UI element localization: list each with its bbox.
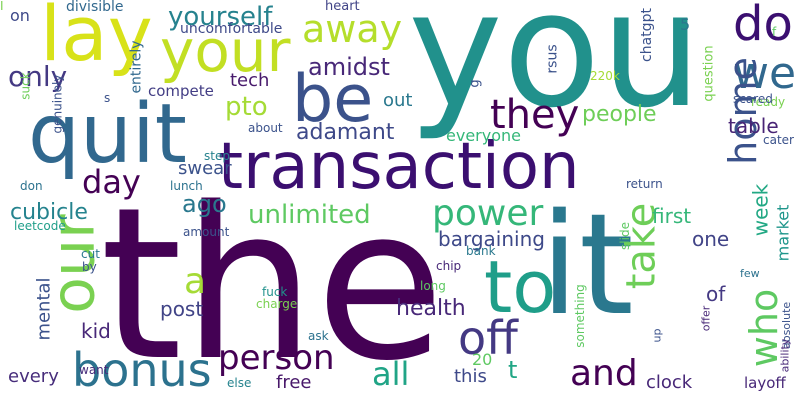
word-rsus: rsus <box>544 44 561 74</box>
word-every: every <box>8 366 59 387</box>
word-to: to <box>484 245 557 329</box>
word-this: this <box>454 366 487 387</box>
word-clock: clock <box>646 372 693 393</box>
word-fuck: fuck <box>262 285 288 299</box>
word-out: out <box>383 90 413 111</box>
word-charge: charge <box>256 297 298 311</box>
word-quit: quit <box>28 87 187 182</box>
word-your: your <box>160 17 291 85</box>
word-away: away <box>302 7 403 51</box>
word-chip: chip <box>436 259 462 273</box>
word-5: 5 <box>680 15 691 34</box>
word-ask: ask <box>308 329 329 343</box>
word-g: g <box>467 79 483 88</box>
word-genuinely: genuinely <box>50 74 65 134</box>
word-heart: heart <box>325 0 360 14</box>
word-bonus: bonus <box>72 343 212 397</box>
word-be: be <box>292 62 374 137</box>
word-scared: scared <box>733 92 773 106</box>
word-health: health <box>396 296 466 321</box>
word-cater: cater <box>763 133 794 147</box>
word-ago: ago <box>182 190 227 218</box>
word-f: f <box>772 25 777 39</box>
word-ability: ability <box>778 338 792 373</box>
word-kid: kid <box>81 319 111 343</box>
word-all: all <box>372 355 410 393</box>
word-person: person <box>218 338 335 378</box>
word-only: only <box>8 60 68 93</box>
word-you: you <box>408 0 702 143</box>
word-post: post <box>160 297 204 321</box>
word-divisible: divisible <box>66 0 124 15</box>
word-by: by <box>82 260 97 274</box>
word-amount: amount <box>183 225 230 239</box>
word-off: off <box>458 311 518 365</box>
word-cut: cut <box>81 247 100 261</box>
word-220k: 220k <box>590 69 620 83</box>
word-market: market <box>773 204 793 262</box>
word-a: a <box>184 261 207 302</box>
word-and: and <box>570 353 638 394</box>
word-people: people <box>582 102 657 127</box>
word-swear: swear <box>178 158 232 179</box>
word-transaction: transaction <box>218 130 580 204</box>
word-lunch: lunch <box>170 179 203 193</box>
word-amidst: amidst <box>308 53 390 81</box>
word-it: it <box>540 184 634 347</box>
word-t: t <box>508 356 518 384</box>
word-s: s <box>104 91 111 105</box>
word-question: question <box>701 45 717 102</box>
word-few: few <box>740 267 760 280</box>
word-home: home <box>720 57 765 165</box>
word-step: step <box>204 149 230 163</box>
word-one: one <box>692 227 730 251</box>
word-up: up <box>650 328 664 343</box>
word-uncomfortable: uncomfortable <box>180 21 283 37</box>
word-offer: offer <box>699 305 713 332</box>
word-lay: lay <box>40 0 153 78</box>
word-i: I <box>0 0 4 13</box>
word-on: on <box>10 6 30 25</box>
word-return: return <box>626 177 663 191</box>
word-don: don <box>20 179 43 193</box>
word-about: about <box>248 121 283 135</box>
word-tech: tech <box>230 70 270 91</box>
word-free: free <box>276 372 312 393</box>
word-bank: bank <box>466 244 496 258</box>
word-cubicle: cubicle <box>10 200 88 225</box>
word-mental: mental <box>33 277 55 341</box>
word-they: they <box>490 92 580 138</box>
word-everyone: everyone <box>446 126 521 145</box>
word-ready: ready <box>751 95 786 109</box>
word-something: something <box>572 284 587 348</box>
word-want: want <box>79 363 109 377</box>
word-we: we <box>733 48 797 99</box>
word-week: week <box>748 183 773 237</box>
word-the: the <box>100 162 445 400</box>
word-slide: slide <box>617 222 632 250</box>
word-entirely: entirely <box>128 40 145 94</box>
word-suck: suck <box>18 72 33 100</box>
word-unlimited: unlimited <box>248 200 371 230</box>
word-table: table <box>728 114 779 138</box>
word-do: do <box>733 0 793 52</box>
word-layoff: layoff <box>744 374 786 392</box>
word-long: long <box>420 279 446 293</box>
word-power: power <box>432 193 544 234</box>
word-yourself: yourself <box>168 2 273 32</box>
word-adamant: adamant <box>296 120 395 145</box>
word-else: else <box>227 376 252 390</box>
word-20: 20 <box>472 350 493 369</box>
word-bargaining: bargaining <box>438 227 545 251</box>
word-chatgpt: chatgpt <box>638 8 655 62</box>
word-leetcode: leetcode <box>14 219 66 233</box>
word-day: day <box>82 163 141 201</box>
word-compete: compete <box>148 82 214 100</box>
word-pto: pto <box>225 92 268 122</box>
word-first: first <box>652 204 692 228</box>
word-of: of <box>706 282 726 306</box>
